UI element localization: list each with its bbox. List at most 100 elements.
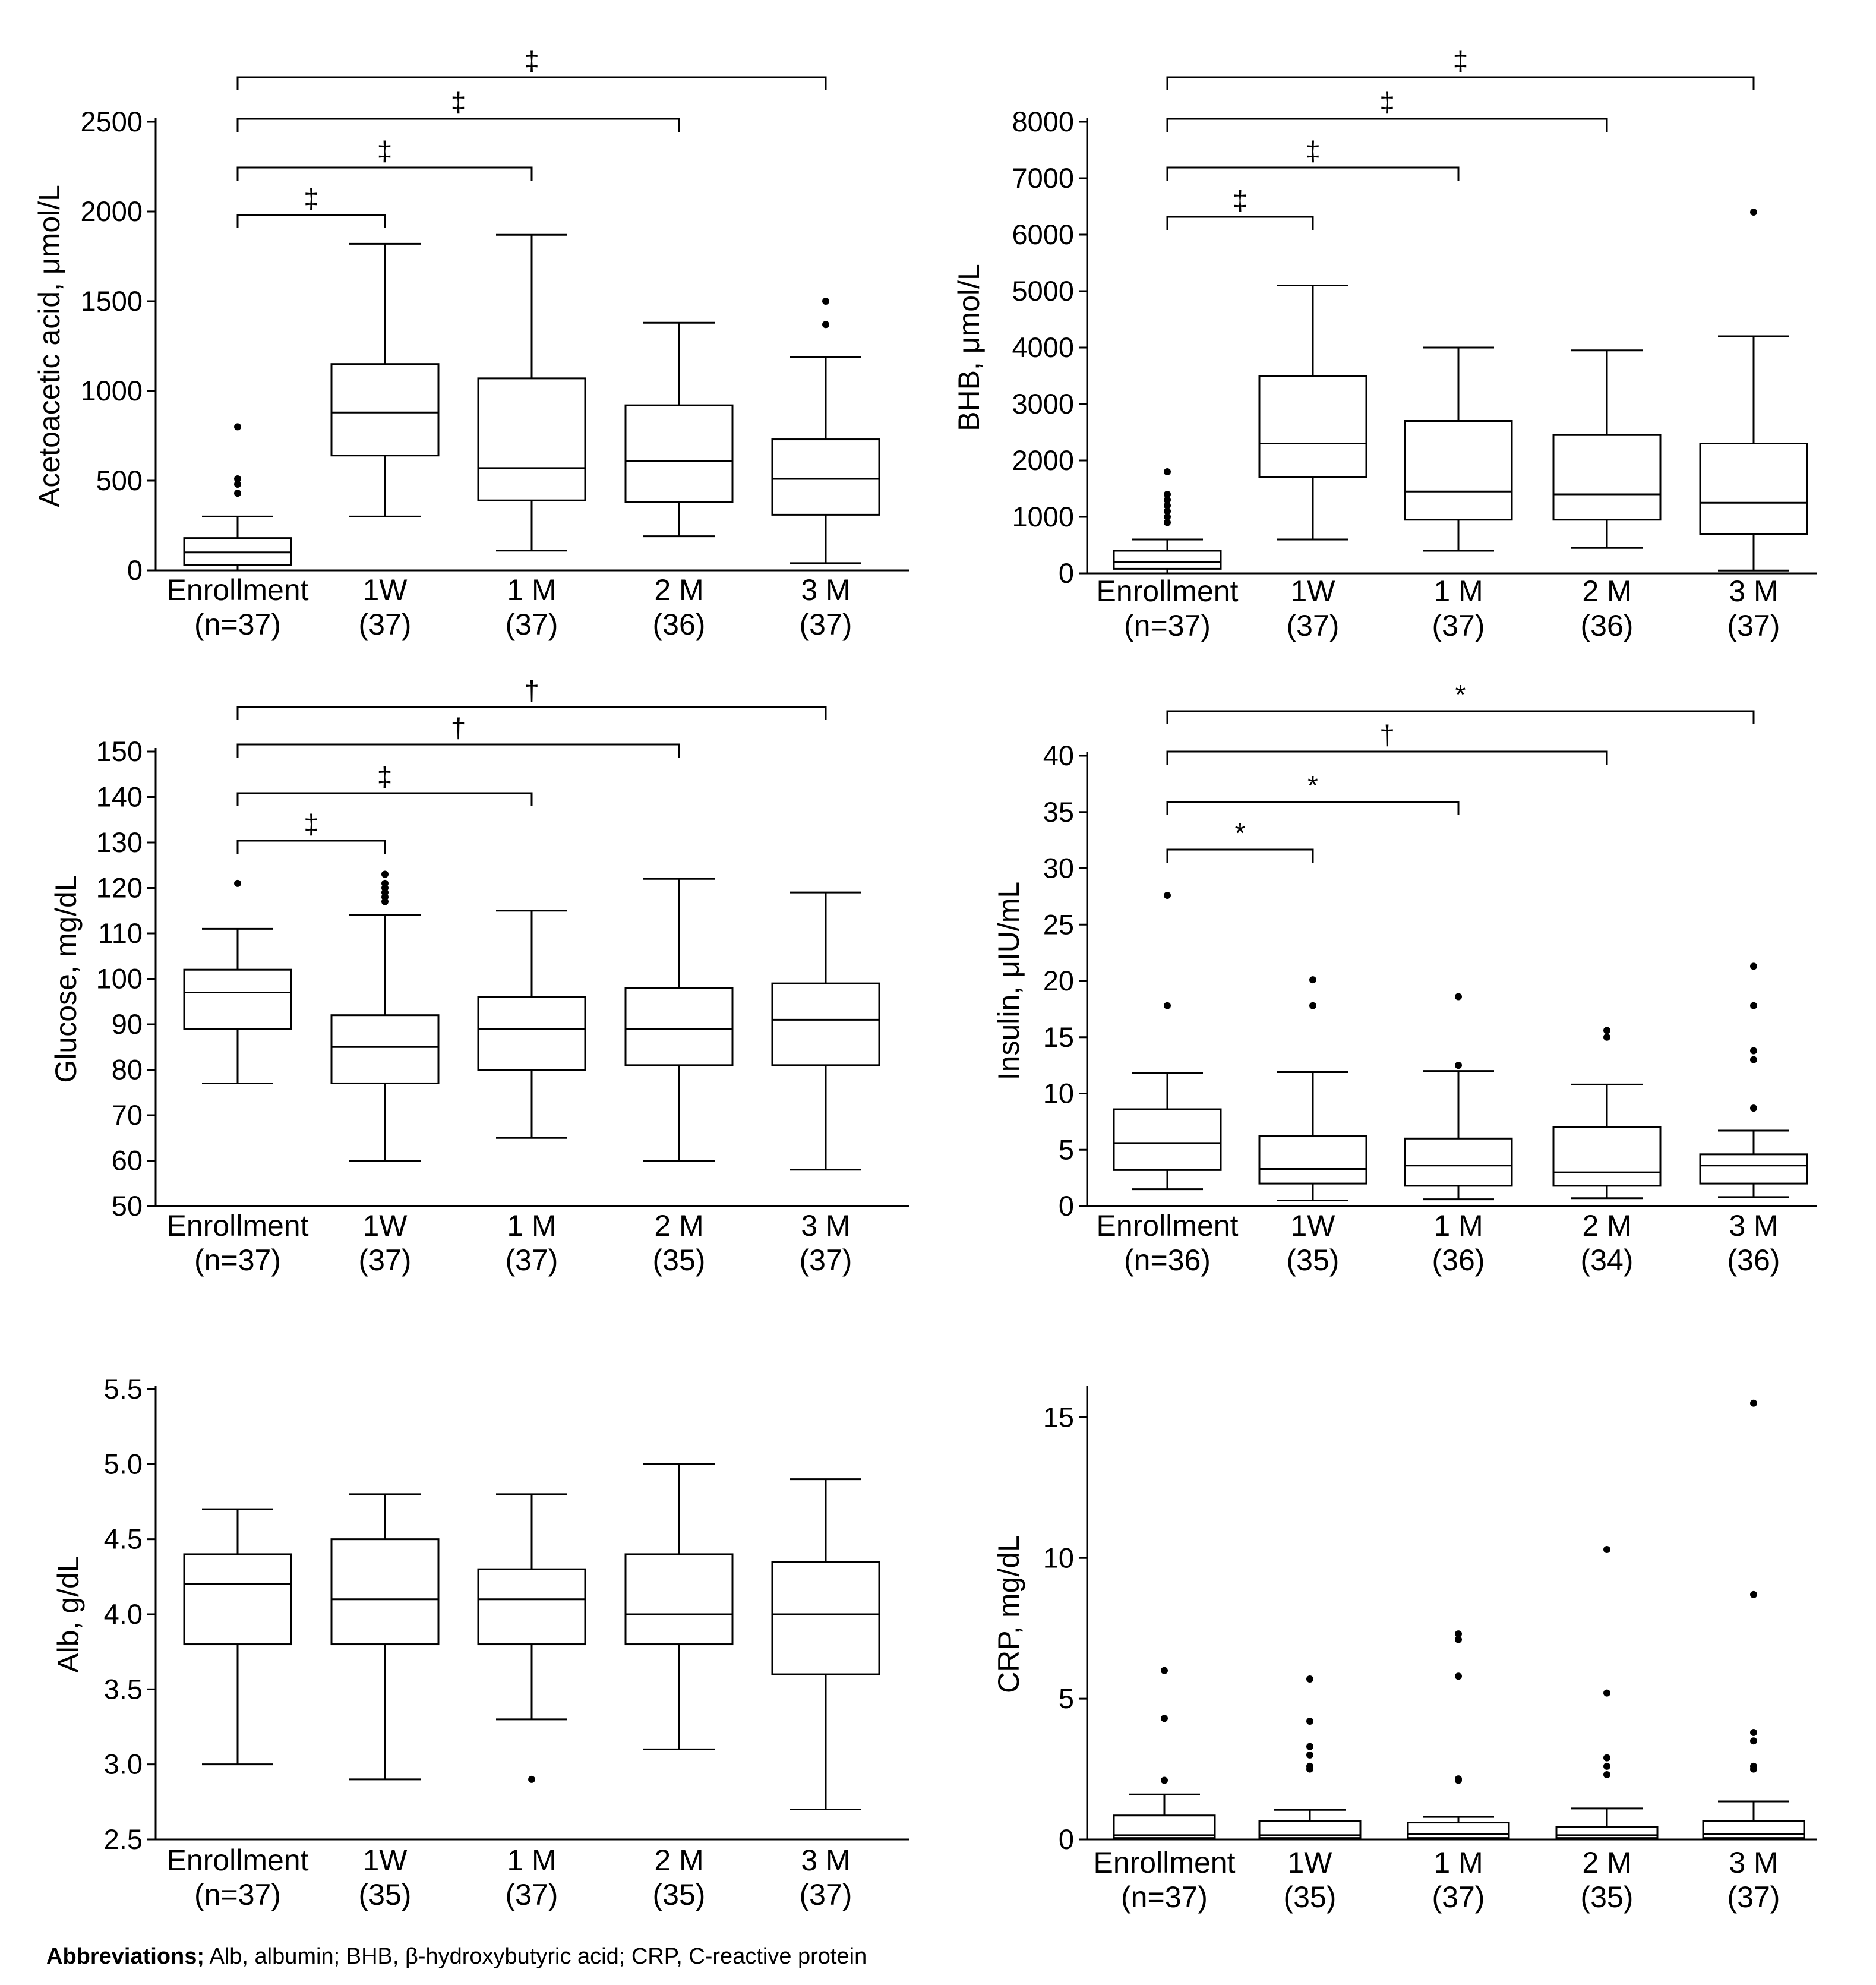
y-tick-label: 5 <box>1059 1134 1074 1165</box>
x-category-label: Enrollment <box>1097 1209 1239 1242</box>
y-tick-label: 10 <box>1043 1078 1074 1109</box>
x-category-label: 1W <box>363 573 408 607</box>
outlier-point <box>234 879 241 887</box>
x-sample-size-label: (37) <box>1287 609 1340 642</box>
outlier-point <box>1750 209 1757 216</box>
x-category-label: Enrollment <box>1094 1846 1236 1879</box>
significance-bracket <box>236 840 386 854</box>
outlier-point <box>1603 1754 1610 1762</box>
iqr-box <box>183 537 292 566</box>
significance-bracket <box>236 76 827 90</box>
x-sample-size-label: (35) <box>1581 1880 1634 1914</box>
outlier-point <box>1164 491 1171 498</box>
outlier-point <box>1455 1630 1462 1638</box>
x-sample-size-label: (n=37) <box>194 608 281 641</box>
x-category-label: 2 M <box>654 573 703 607</box>
iqr-box <box>330 1014 440 1084</box>
x-category-label: 2 M <box>1582 1846 1631 1879</box>
outlier-point <box>1306 1751 1313 1759</box>
outlier-point <box>381 879 389 887</box>
x-category-label: 1 M <box>1433 1846 1483 1879</box>
x-category-label: 3 M <box>801 573 850 607</box>
footnote-text: Alb, albumin; BHB, β-hydroxybutyric acid… <box>204 1944 867 1969</box>
significance-bracket <box>236 792 533 806</box>
significance-symbol: ‡ <box>304 183 319 214</box>
bhb-panel: 0 1000 2000 3000 4000 5000 6000 7000 8000 BHB, μm… <box>952 45 1817 642</box>
iqr-box <box>1113 1108 1222 1171</box>
x-category-label: Enrollment <box>1097 575 1239 608</box>
y-tick-label: 100 <box>96 963 143 995</box>
outlier-point <box>1750 962 1757 970</box>
x-sample-size-label: (36) <box>653 608 706 641</box>
x-sample-size-label: (35) <box>1287 1244 1340 1277</box>
y-tick-label: 50 <box>112 1190 143 1222</box>
iqr-box <box>624 404 734 503</box>
significance-bracket <box>236 706 827 720</box>
outlier-point <box>1164 507 1171 515</box>
outlier-point <box>822 321 829 329</box>
y-axis-label: Insulin, μIU/mL <box>992 882 1025 1080</box>
y-tick-label: 5 <box>1059 1683 1074 1714</box>
outlier-point <box>1603 1762 1610 1770</box>
y-tick-label: 1000 <box>1012 501 1074 532</box>
significance-symbol: ‡ <box>377 135 393 166</box>
x-category-label: 1W <box>1291 575 1336 608</box>
y-tick-label: 30 <box>1043 853 1074 884</box>
y-tick-label: 35 <box>1043 796 1074 828</box>
outlier-point <box>1164 891 1171 899</box>
iqr-box <box>330 363 440 457</box>
x-sample-size-label: (n=36) <box>1124 1244 1211 1277</box>
outlier-point <box>1455 993 1462 1001</box>
x-category-label: 2 M <box>654 1844 703 1877</box>
y-axis-label: CRP, mg/dL <box>992 1535 1025 1693</box>
y-tick-label: 3.5 <box>104 1673 143 1705</box>
significance-bracket <box>1166 750 1608 765</box>
significance-symbol: * <box>1235 818 1246 848</box>
outlier-point <box>1161 1715 1168 1722</box>
x-category-label: 3 M <box>801 1209 850 1242</box>
iqr-box <box>624 987 734 1066</box>
y-tick-label: 3000 <box>1012 388 1074 419</box>
significance-symbol: † <box>451 712 466 743</box>
x-category-label: Enrollment <box>167 573 309 607</box>
y-tick-label: 15 <box>1043 1021 1074 1053</box>
outlier-point <box>1750 1104 1757 1112</box>
outlier-point <box>1309 1002 1316 1009</box>
x-category-label: 3 M <box>1729 575 1778 608</box>
outlier-point <box>1750 1399 1757 1407</box>
significance-symbol: * <box>1455 679 1466 710</box>
x-sample-size-label: (37) <box>506 608 558 641</box>
y-tick-label: 6000 <box>1012 219 1074 250</box>
outlier-point <box>1164 513 1171 520</box>
outlier-point <box>234 481 241 488</box>
outlier-point <box>1750 1002 1757 1009</box>
outlier-point <box>1164 502 1171 509</box>
significance-bracket <box>236 743 680 758</box>
outlier-point <box>1603 1027 1610 1034</box>
iqr-box <box>1699 443 1808 535</box>
y-tick-label: 1500 <box>80 285 143 317</box>
y-tick-label: 0 <box>1059 557 1074 589</box>
outlier-point <box>1164 468 1171 475</box>
y-tick-label: 0 <box>1059 1190 1074 1222</box>
albumin-panel: 2.5 3.0 3.5 4.0 4.5 5.0 5.5 Alb, g/dL Enrollment… <box>52 1373 909 1911</box>
x-sample-size-label: (36) <box>1432 1244 1485 1277</box>
iqr-box <box>477 377 586 501</box>
significance-bracket <box>1166 76 1755 90</box>
y-tick-label: 130 <box>96 826 143 858</box>
y-tick-label: 4.5 <box>104 1523 143 1555</box>
outlier-point <box>1306 1762 1313 1770</box>
x-category-label: 1 M <box>507 1844 556 1877</box>
iqr-box <box>1113 1814 1216 1839</box>
x-sample-size-label: (37) <box>800 1244 852 1277</box>
iqr-box <box>1258 375 1367 478</box>
significance-symbol: ‡ <box>304 809 319 840</box>
y-tick-label: 0 <box>127 554 143 586</box>
y-axis-label: BHB, μmol/L <box>952 264 986 431</box>
outlier-point <box>1306 1743 1313 1750</box>
y-tick-label: 80 <box>112 1054 143 1085</box>
iqr-box <box>771 1561 880 1675</box>
y-tick-label: 2000 <box>80 195 143 227</box>
outlier-point <box>1603 1546 1610 1554</box>
